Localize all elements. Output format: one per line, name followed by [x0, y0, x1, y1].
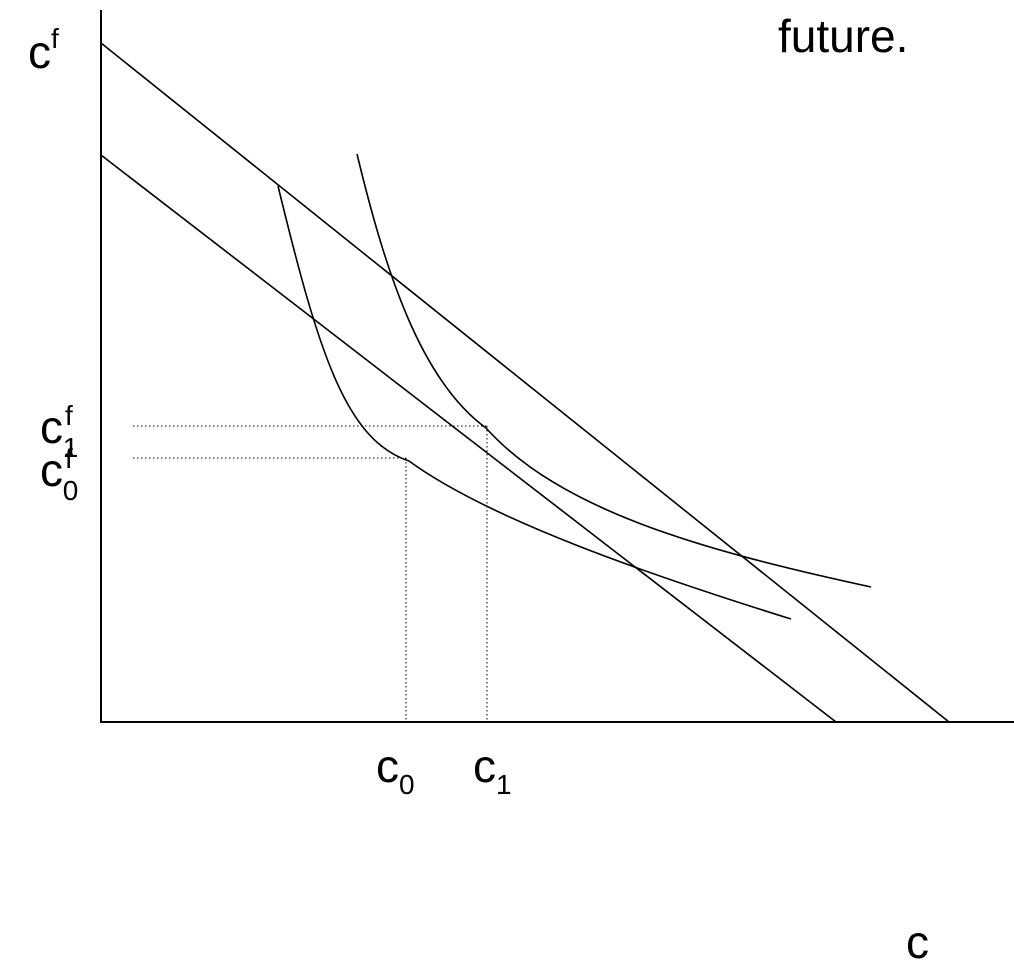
budget-line-inner — [101, 155, 836, 722]
label-c0: c0 — [376, 740, 415, 800]
label-c1: c1 — [473, 740, 512, 800]
indifference-curve-lower — [278, 186, 791, 619]
x-axis-label: c — [906, 916, 929, 965]
indifference-curve-upper — [357, 154, 871, 587]
title-fragment: future. — [778, 10, 908, 62]
budget-line-outer — [101, 43, 949, 722]
y-axis-label: cf — [28, 23, 59, 78]
label-cf0: cf 0 — [40, 443, 78, 506]
